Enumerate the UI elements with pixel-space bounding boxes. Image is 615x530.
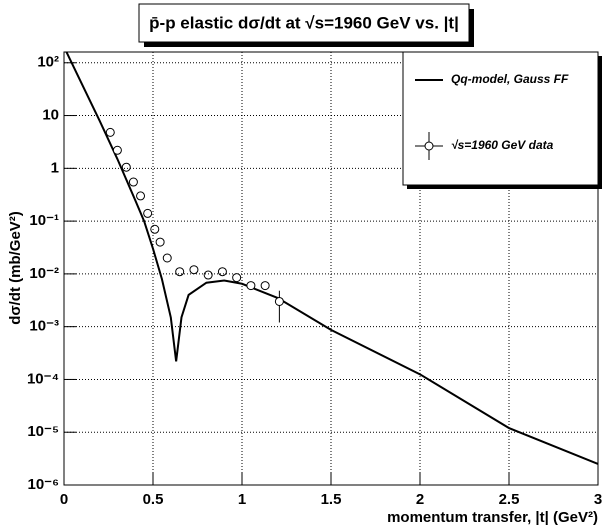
x-tick-label: 3 (594, 491, 602, 508)
x-tick-label: 0.5 (143, 491, 164, 508)
y-tick-label: 10⁻³ (29, 318, 59, 335)
data-point (203, 270, 213, 280)
x-tick-label: 1.5 (321, 491, 342, 508)
data-point (150, 224, 160, 234)
data-point (232, 273, 242, 283)
title-box (138, 3, 470, 43)
data-point (136, 191, 146, 201)
legend-box (402, 51, 599, 186)
data-point (128, 177, 138, 187)
data-point (246, 281, 256, 291)
y-tick-label: 10⁻⁵ (27, 423, 59, 440)
legend-label: Qq-model, Gauss FF (451, 72, 569, 86)
data-point (260, 281, 270, 291)
data-point (274, 296, 284, 306)
x-tick-label: 0 (60, 491, 68, 508)
data-point (155, 237, 165, 247)
data-point (112, 145, 122, 155)
data-point (105, 127, 115, 137)
y-tick-label: 10 (42, 107, 59, 124)
data-point (189, 265, 199, 275)
x-tick-label: 2.5 (499, 491, 520, 508)
y-tick-label: 10⁻⁴ (27, 370, 59, 387)
y-tick-label: 1 (51, 159, 59, 176)
data-point (143, 208, 153, 218)
y-axis-label: dσ/dt (mb/GeV²) (7, 211, 24, 325)
data-point (175, 267, 185, 277)
data-point (121, 162, 131, 172)
y-tick-label: 10² (37, 54, 59, 71)
y-tick-label: 10⁻⁶ (27, 476, 59, 493)
y-tick-label: 10⁻² (29, 265, 59, 282)
data-point (217, 267, 227, 277)
x-tick-label: 1 (238, 491, 246, 508)
y-tick-label: 10⁻¹ (29, 212, 59, 229)
chart-title: p̄-p elastic dσ/dt at √s=1960 GeV vs. |t… (149, 13, 459, 32)
legend-label: √s=1960 GeV data (451, 138, 554, 152)
x-axis-label: momentum transfer, |t| (GeV²) (387, 509, 598, 526)
data-point (162, 253, 172, 263)
model-curve (65, 52, 598, 465)
legend-symbol (424, 141, 434, 151)
x-tick-label: 2 (416, 491, 424, 508)
